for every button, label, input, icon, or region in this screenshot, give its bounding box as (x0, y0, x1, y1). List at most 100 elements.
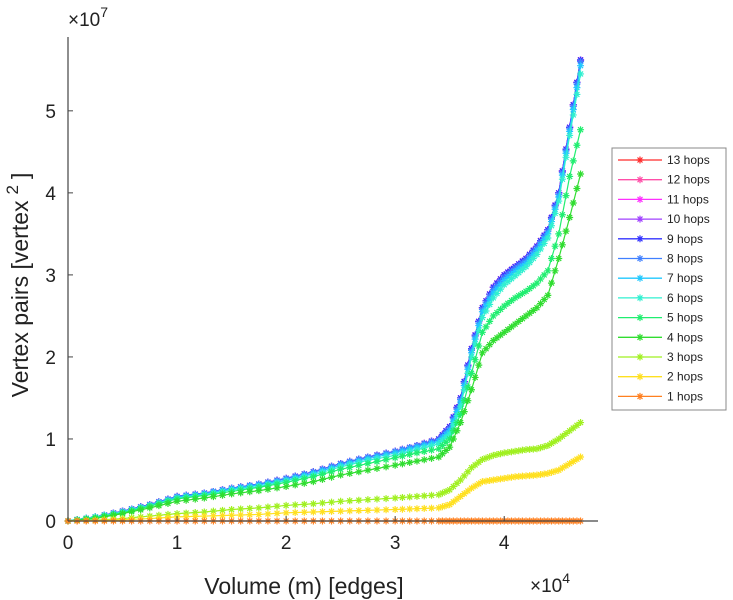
data-point-marker (464, 365, 472, 373)
y-axis-label: Vertex pairs [vertex 2] (3, 173, 33, 398)
data-point-marker (558, 464, 566, 472)
legend-item[interactable]: 8 hops (618, 252, 703, 266)
data-point-marker (515, 447, 523, 455)
data-point-marker (540, 239, 548, 247)
data-point-marker (544, 291, 552, 299)
data-point-marker (497, 305, 505, 313)
data-point-marker (507, 297, 515, 305)
data-point-marker (511, 447, 519, 455)
data-point-marker (182, 496, 190, 504)
data-point-marker (273, 480, 281, 488)
data-point-marker (398, 493, 406, 501)
data-point-marker (489, 337, 497, 345)
data-point-marker (328, 473, 336, 481)
data-point-marker (346, 497, 354, 505)
data-point-marker (533, 471, 541, 479)
data-point-marker (475, 361, 483, 369)
y-tick-label: 4 (45, 184, 56, 205)
data-point-marker (146, 504, 154, 512)
data-point-marker (544, 230, 552, 238)
legend-item[interactable]: 2 hops (618, 370, 703, 384)
data-point-marker (406, 458, 414, 466)
legend-item[interactable]: 10 hops (618, 212, 710, 226)
legend-item[interactable]: 3 hops (618, 350, 703, 364)
series-4-hops (64, 170, 585, 525)
data-point-marker (264, 503, 272, 511)
data-point-marker (478, 478, 486, 486)
legend-label: 11 hops (667, 192, 709, 206)
data-point-marker (500, 277, 508, 285)
data-point-marker (577, 453, 585, 461)
data-point-marker (449, 498, 457, 506)
data-point-marker (500, 302, 508, 310)
data-point-marker (526, 259, 534, 267)
data-point-marker (382, 456, 390, 464)
legend-item[interactable]: 7 hops (618, 271, 703, 285)
data-point-marker (457, 492, 465, 500)
data-point-marker (200, 512, 208, 520)
data-point-marker (237, 489, 245, 497)
data-point-marker (569, 157, 577, 165)
data-point-marker (442, 487, 450, 495)
x-tick-label: 1 (172, 533, 183, 554)
data-point-marker (291, 501, 299, 509)
data-point-marker (486, 295, 494, 303)
legend-label: 9 hops (667, 232, 703, 246)
y-multiplier: ×107 (68, 4, 108, 31)
data-point-marker (526, 472, 534, 480)
data-point-marker (482, 454, 490, 462)
data-point-marker (573, 184, 581, 192)
legend-item[interactable]: 13 hops (618, 153, 710, 167)
data-point-marker (471, 340, 479, 348)
legend-item[interactable]: 1 hops (618, 389, 703, 403)
data-point-marker (529, 251, 537, 259)
data-point-marker (246, 511, 254, 519)
legend-item[interactable]: 9 hops (618, 232, 703, 246)
data-point-marker (438, 437, 446, 445)
data-point-marker (551, 267, 559, 275)
legend-item[interactable]: 12 hops (618, 173, 710, 187)
data-point-marker (562, 227, 570, 235)
data-point-marker (478, 308, 486, 316)
series-line (67, 129, 582, 522)
data-point-marker (566, 460, 574, 468)
data-point-marker (566, 127, 574, 135)
data-point-marker (636, 176, 644, 184)
data-point-marker (318, 508, 326, 516)
data-point-marker (420, 504, 428, 512)
data-point-marker (558, 211, 566, 219)
data-point-marker (577, 126, 585, 134)
data-point-marker (464, 487, 472, 495)
data-point-marker (413, 457, 421, 465)
data-point-marker (522, 446, 530, 454)
data-point-marker (636, 314, 644, 322)
legend-item[interactable]: 5 hops (618, 311, 703, 325)
data-point-marker (471, 356, 479, 364)
data-point-marker (373, 495, 381, 503)
data-point-marker (518, 446, 526, 454)
legend-item[interactable]: 11 hops (618, 192, 709, 206)
data-point-marker (413, 505, 421, 513)
data-point-marker (555, 197, 563, 205)
data-point-marker (573, 455, 581, 463)
data-point-marker (209, 512, 217, 520)
data-point-marker (438, 450, 446, 458)
data-point-marker (337, 471, 345, 479)
data-point-marker (264, 485, 272, 493)
data-point-marker (457, 476, 465, 484)
data-point-marker (566, 427, 574, 435)
data-point-marker (511, 268, 519, 276)
x-axis-label: Volume (m) [edges] (204, 573, 403, 599)
legend-item[interactable]: 6 hops (618, 291, 703, 305)
data-point-marker (515, 472, 523, 480)
legend-box (611, 147, 727, 411)
y-tick-label: 1 (45, 430, 56, 451)
y-tick-label: 0 (45, 512, 56, 533)
data-point-marker (406, 451, 414, 459)
data-point-marker (467, 349, 475, 357)
data-point-marker (109, 511, 117, 519)
legend-item[interactable]: 4 hops (618, 330, 703, 344)
data-point-marker (467, 369, 475, 377)
data-point-marker (300, 475, 308, 483)
data-point-marker (569, 111, 577, 119)
